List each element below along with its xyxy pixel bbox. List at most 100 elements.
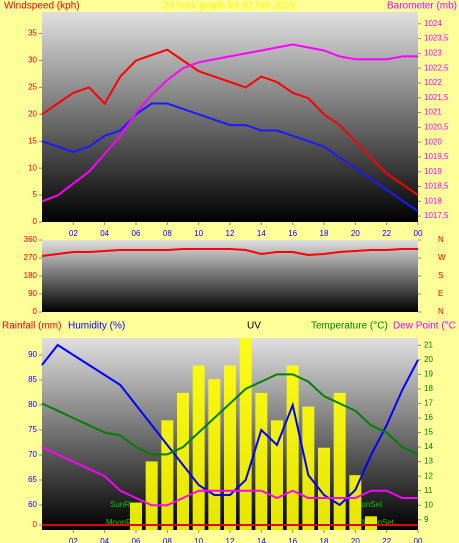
plot-area xyxy=(42,12,418,222)
y-tick-label: 70 xyxy=(28,450,37,459)
y-tick-label: 85 xyxy=(28,375,37,384)
chart-title: 24 hour graph for 02 feb 2019 xyxy=(163,1,296,12)
x-tick-label: 10 xyxy=(194,537,203,543)
x-tick-label: 22 xyxy=(382,537,391,543)
y-tick-label: 60 xyxy=(28,500,37,509)
y2-tick-label: 1023,5 xyxy=(424,34,449,43)
y-tick-label: 15 xyxy=(28,136,37,145)
uv-bar xyxy=(349,475,362,530)
y2-tick-label: 1021 xyxy=(424,108,442,117)
series-line xyxy=(41,43,418,203)
uv-bar xyxy=(365,516,377,530)
y2-tick-label: 1020 xyxy=(424,137,442,146)
y-tick-label: 90 xyxy=(28,350,37,359)
x-tick-label: 18 xyxy=(320,229,329,238)
x-tick-label: 10 xyxy=(194,229,203,238)
y-tick-label: 180 xyxy=(24,271,38,280)
series-line xyxy=(41,102,419,213)
series-line xyxy=(41,373,419,456)
y2-tick-label: 1020,5 xyxy=(424,122,449,131)
uv-bar xyxy=(239,338,252,530)
y2-tick-label: 1018,5 xyxy=(424,182,449,191)
y-tick-label: 360 xyxy=(24,235,38,244)
y2-tick-label: 20 xyxy=(424,355,433,364)
axis-label: Temperature (°C) xyxy=(311,321,388,332)
uv-bar xyxy=(286,365,299,530)
y2-tick-label: 9 xyxy=(424,515,429,524)
y-tick-label: 25 xyxy=(28,82,37,91)
x-tick-label: 20 xyxy=(351,229,360,238)
y2-tick-label: 1019,5 xyxy=(424,152,449,161)
x-tick-label: 06 xyxy=(132,537,141,543)
y2-tick-label: 11 xyxy=(424,486,433,495)
y2-tick-label: 19 xyxy=(424,369,433,378)
uv-bar xyxy=(302,406,315,530)
uv-bar xyxy=(161,420,174,530)
y-tick-label: 20 xyxy=(28,109,37,118)
y2-tick-label: 12 xyxy=(424,471,433,480)
x-tick-label: 12 xyxy=(226,537,235,543)
sun-label: SunSet xyxy=(356,500,383,509)
x-tick-label: 04 xyxy=(100,229,109,238)
x-tick-label: 16 xyxy=(288,229,297,238)
uv-bar xyxy=(224,365,236,530)
y2-tick-label: 21 xyxy=(424,340,433,349)
axis-label: Rainfall (mm) xyxy=(2,321,61,332)
y2-tick-label: S xyxy=(438,271,443,280)
uv-bar xyxy=(208,379,221,530)
y2-tick-label: 10 xyxy=(424,500,433,509)
y2-tick-label: W xyxy=(438,253,446,262)
y2-tick-label: 1023 xyxy=(424,49,442,58)
x-tick-label: 08 xyxy=(163,537,172,543)
y2-tick-label: 18 xyxy=(424,384,433,393)
y2-tick-label: N xyxy=(438,235,444,244)
y-tick-label: 10 xyxy=(28,163,37,172)
y-tick-label: 270 xyxy=(24,253,38,262)
x-tick-label: 00 xyxy=(414,229,423,238)
y2-tick-label: 1018 xyxy=(424,196,442,205)
y-tick-label: 75 xyxy=(28,425,37,434)
y2-tick-label: 1021,5 xyxy=(424,93,449,102)
uv-bar xyxy=(130,502,142,530)
x-tick-label: 06 xyxy=(132,229,141,238)
y-tick-label: 0 xyxy=(33,520,38,529)
y2-tick-label: 1017,5 xyxy=(424,211,449,220)
series-line xyxy=(41,248,418,257)
x-tick-label: 00 xyxy=(414,537,423,543)
y-tick-label: 5 xyxy=(33,190,38,199)
y-tick-label: 0 xyxy=(33,307,38,316)
y2-tick-label: 1022 xyxy=(424,78,442,87)
x-tick-label: 02 xyxy=(69,229,78,238)
x-tick-label: 22 xyxy=(382,229,391,238)
y-tick-label: 35 xyxy=(28,29,37,38)
y2-tick-label: 17 xyxy=(424,399,433,408)
uv-bar xyxy=(192,365,205,530)
y2-tick-label: 14 xyxy=(424,442,433,451)
series-line xyxy=(41,446,418,507)
series-line xyxy=(41,48,419,196)
y2-tick-label: 1024 xyxy=(424,19,442,28)
uv-bar xyxy=(177,392,189,530)
y-tick-label: 30 xyxy=(28,56,37,65)
x-tick-label: 14 xyxy=(257,537,266,543)
x-tick-label: 16 xyxy=(288,537,297,543)
uv-bar xyxy=(333,392,346,530)
axis-label: Dew Point (°C xyxy=(393,321,456,332)
uv-bar xyxy=(145,461,158,530)
y2-tick-label: E xyxy=(438,289,443,298)
y-tick-label: 80 xyxy=(28,400,37,409)
y2-tick-label: 13 xyxy=(424,457,433,466)
series-line xyxy=(41,343,419,507)
y2-tick-label: 1022,5 xyxy=(424,63,449,72)
x-tick-label: 02 xyxy=(69,537,78,543)
x-tick-label: 14 xyxy=(257,229,266,238)
moon-label: MoonRise xyxy=(106,518,143,527)
axis-label: UV xyxy=(247,321,261,332)
x-tick-label: 12 xyxy=(226,229,235,238)
y-tick-label: 0 xyxy=(33,217,38,226)
x-tick-label: 20 xyxy=(351,537,360,543)
axis-label: Humidity (%) xyxy=(68,321,125,332)
x-tick-label: 18 xyxy=(320,537,329,543)
axis-label: Windspeed (kph) xyxy=(4,1,80,12)
